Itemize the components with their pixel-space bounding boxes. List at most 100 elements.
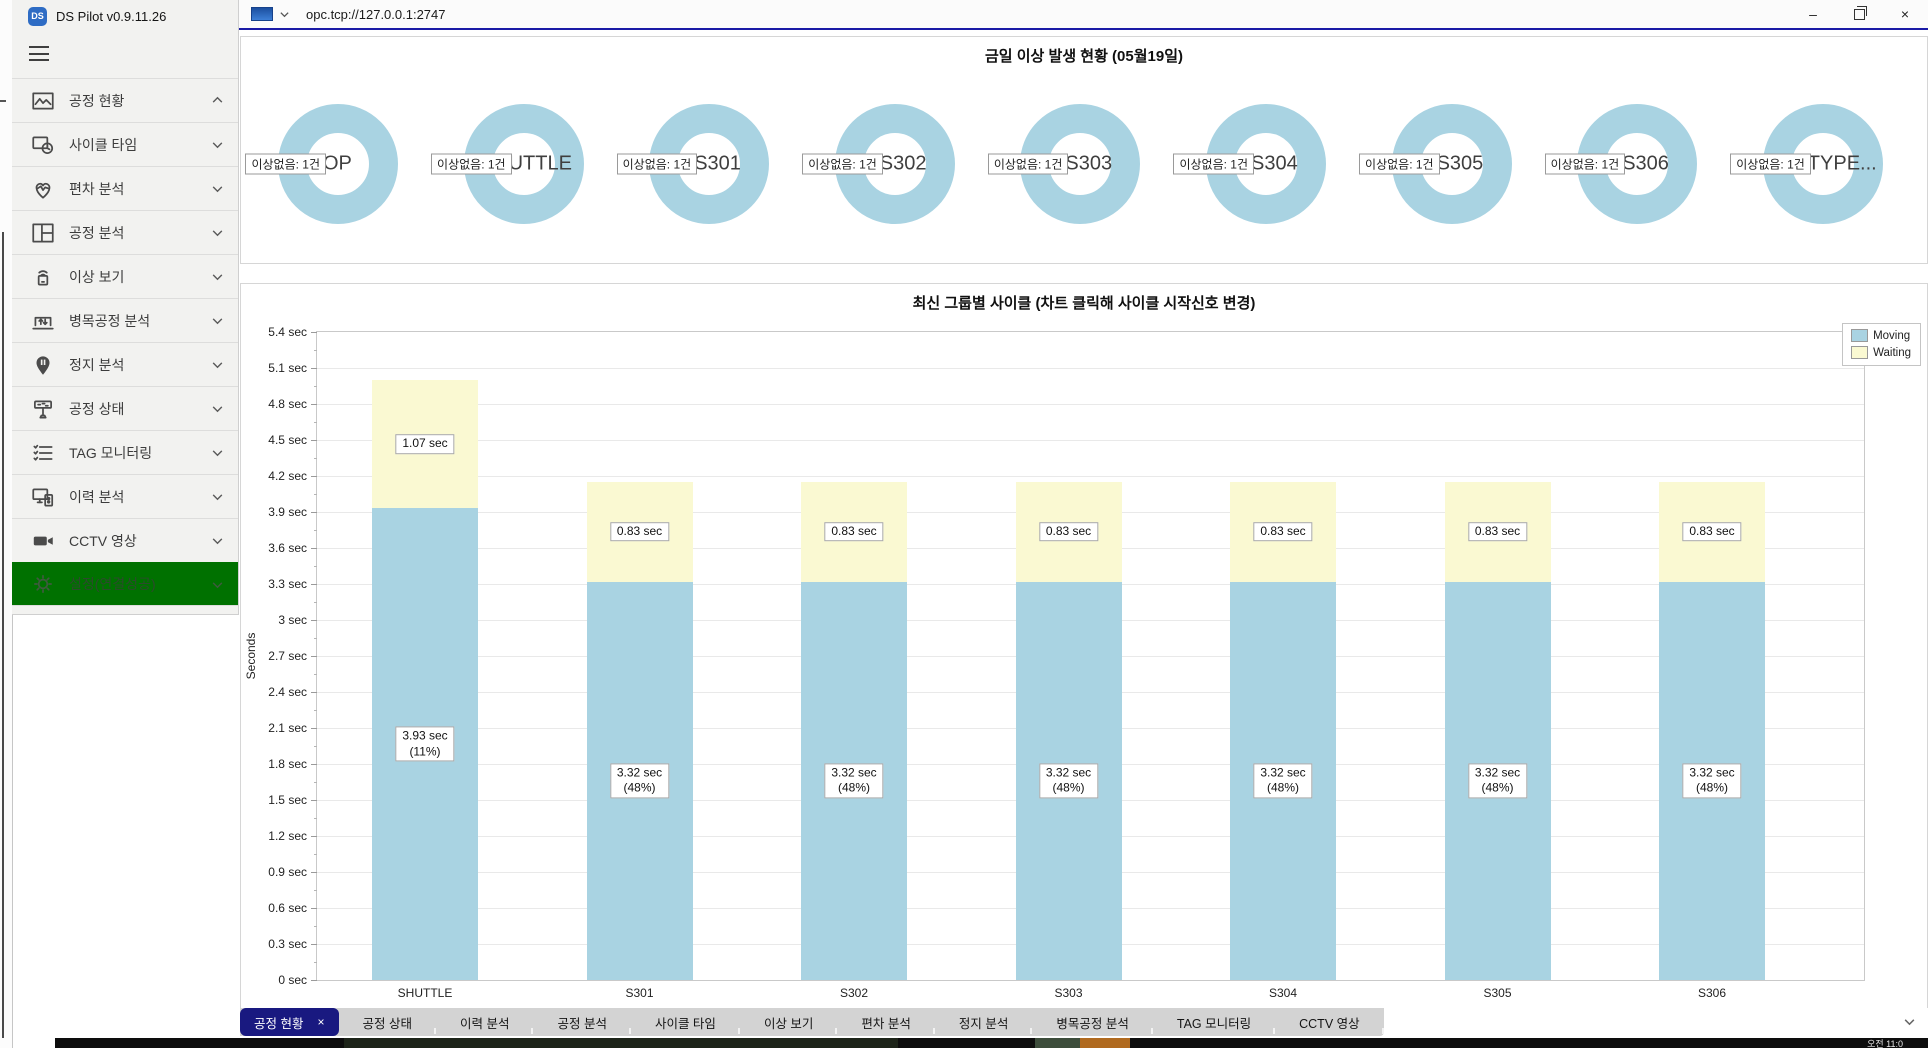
anomaly-count-badge: 이상없음: 1건 (987, 153, 1069, 175)
label-S305-moving: 3.32 sec (48%) (1467, 763, 1528, 799)
anomaly-count-badge: 이상없음: 1건 (616, 153, 698, 175)
y-axis-title: Seconds (244, 632, 258, 680)
donut-group-label: UTTLE (508, 152, 572, 175)
donut-row: OP 이상없음: 1건 UTTLE 이상없음: 1건 S301 이상없음: 1건 S302 이… (241, 37, 1927, 263)
label-S303-moving: 3.32 sec (48%) (1038, 763, 1099, 799)
sidebar-item-0[interactable]: 공정 현황 (12, 78, 238, 122)
sidebar-item-label: 병목공정 분석 (69, 312, 151, 329)
os-taskbar[interactable]: 오전 11:0 (55, 1038, 1928, 1048)
tab-0[interactable]: 공정 현황 × (240, 1008, 339, 1036)
donut-group-2: S301 이상없음: 1건 (616, 104, 770, 224)
tab-7[interactable]: 정지 분석 (935, 1008, 1033, 1036)
y-minor-tick-mark (314, 602, 317, 603)
tab-3[interactable]: 공정 분석 (533, 1008, 632, 1036)
legend-label-moving: Moving (1873, 329, 1911, 342)
chart-image-icon (29, 87, 56, 114)
sidebar-item-2[interactable]: 편차 분석 (12, 166, 238, 210)
sidebar-item-6[interactable]: 정지 분석 (12, 342, 238, 386)
tab-8[interactable]: 병목공정 분석 (1032, 1008, 1154, 1036)
donut-group-8: TYPE... 이상없음: 1건 (1730, 104, 1883, 224)
tab-2[interactable]: 이력 분석 (436, 1008, 534, 1036)
anomaly-panel-title: 금일 이상 발생 현황 (05월19일) (984, 48, 1184, 65)
label-S305-waiting: 0.83 sec (1467, 522, 1528, 542)
tab-label: 정지 분석 (958, 1016, 1009, 1031)
y-tick-mark (311, 728, 317, 729)
y-minor-tick-mark (314, 386, 317, 387)
gear-icon (29, 571, 56, 598)
sidebar-item-3[interactable]: 공정 분석 (12, 210, 238, 254)
y-minor-tick-mark (314, 962, 317, 963)
y-minor-tick-mark (314, 746, 317, 747)
anomaly-summary-panel: 금일 이상 발생 현황 (05월19일) OP 이상없음: 1건 UTTLE 이상없음… (240, 36, 1928, 264)
y-tick-mark (311, 548, 317, 549)
donut-group-1: UTTLE 이상없음: 1건 (431, 104, 584, 224)
tab-label: 공정 현황 (254, 1016, 304, 1031)
donut-group-label: S301 (694, 152, 741, 175)
sidebar-item-1[interactable]: 사이클 타임 (12, 122, 238, 166)
anomaly-count-badge: 이상없음: 1건 (245, 153, 326, 175)
label-S301-moving: 3.32 sec (48%) (609, 763, 670, 799)
y-minor-tick-mark (314, 782, 317, 783)
y-tick-label: 3.6 sec (268, 541, 307, 555)
minimize-button[interactable]: – (1809, 6, 1817, 22)
chart-plot-area[interactable]: Seconds 0 sec 0.3 sec 0.6 sec 0.9 sec 1.2 se… (244, 325, 1865, 1000)
chevron-down-icon (211, 402, 224, 415)
y-minor-tick-mark (314, 494, 317, 495)
menu-toggle-icon[interactable] (29, 46, 49, 61)
taskbar-icon-green[interactable] (1035, 1038, 1080, 1048)
sidebar-item-7[interactable]: 공정 상태 (12, 386, 238, 430)
sidebar-item-4[interactable]: 이상 보기 (12, 254, 238, 298)
sidebar-item-8[interactable]: TAG 모니터링 (12, 430, 238, 474)
label-SHUTTLE-moving: 3.93 sec (11%) (395, 726, 455, 762)
tab-4[interactable]: 사이클 타임 (631, 1008, 740, 1036)
tab-label: TAG 모니터링 (1176, 1016, 1252, 1031)
legend-swatch-waiting (1851, 346, 1869, 359)
tab-5[interactable]: 이상 보기 (740, 1008, 838, 1036)
tab-9[interactable]: TAG 모니터링 (1153, 1008, 1276, 1036)
sidebar-item-10[interactable]: CCTV 영상 (12, 518, 238, 562)
chevron-down-icon (211, 490, 224, 503)
sidebar-item-label: 사이클 타임 (69, 136, 138, 153)
tab-6[interactable]: 편차 분석 (837, 1008, 936, 1036)
y-tick-mark (311, 944, 317, 945)
sidebar-item-9[interactable]: 이력 분석 (12, 474, 238, 518)
sidebar-item-label: 공정 현황 (69, 92, 125, 109)
y-tick-label: 2.7 sec (268, 649, 307, 663)
connection-flag-icon[interactable] (251, 7, 273, 21)
y-tick-mark (311, 512, 317, 513)
tab-close-icon[interactable]: × (317, 1015, 325, 1029)
taskbar-icon-orange[interactable] (1080, 1038, 1130, 1048)
restore-button[interactable] (1836, 0, 1882, 28)
label-S304-waiting: 0.83 sec (1253, 522, 1313, 542)
chevron-down-icon (211, 578, 224, 591)
sidebar-item-label: 정지 분석 (69, 356, 125, 373)
tab-overflow-chevron-icon[interactable] (1903, 1016, 1916, 1029)
y-minor-tick-mark (314, 638, 317, 639)
y-minor-tick-mark (314, 566, 317, 567)
y-minor-tick-mark (314, 530, 317, 531)
label-S302-moving: 3.32 sec (48%) (824, 763, 884, 799)
y-minor-tick-mark (314, 818, 317, 819)
sidebar-item-label: 이상 보기 (69, 268, 125, 285)
y-tick-label: 5.4 sec (268, 325, 307, 339)
y-tick-mark (311, 908, 317, 909)
y-minor-tick-mark (314, 710, 317, 711)
y-tick-label: 0.9 sec (268, 865, 307, 879)
tab-1[interactable]: 공정 상태 (339, 1008, 437, 1036)
tab-label: 공정 상태 (362, 1016, 412, 1031)
sidebar-item-5[interactable]: 병목공정 분석 (12, 298, 238, 342)
tab-10[interactable]: CCTV 영상 (1275, 1008, 1384, 1036)
chevron-down-icon[interactable] (279, 9, 290, 20)
y-minor-tick-mark (314, 458, 317, 459)
sidebar-item-11[interactable]: 설정(연결성공) (12, 562, 238, 606)
donut-group-label: S303 (1065, 152, 1113, 175)
y-tick-label: 4.2 sec (268, 469, 307, 483)
close-button[interactable]: × (1900, 6, 1910, 22)
y-tick-label: 3.9 sec (268, 505, 307, 519)
taskbar-app-segment[interactable] (344, 1038, 898, 1048)
document-tab-bar: 공정 현황 × 공정 상태 이력 분석 공정 분석 사이클 타임 이상 보기 편차 분석 정지 … (238, 1008, 1928, 1036)
x-tick-label: SHUTTLE (397, 986, 453, 1000)
chevron-down-icon (211, 270, 224, 283)
donut-group-7: S306 이상없음: 1건 (1544, 104, 1698, 224)
anomaly-count-badge: 이상없음: 1건 (431, 153, 512, 175)
